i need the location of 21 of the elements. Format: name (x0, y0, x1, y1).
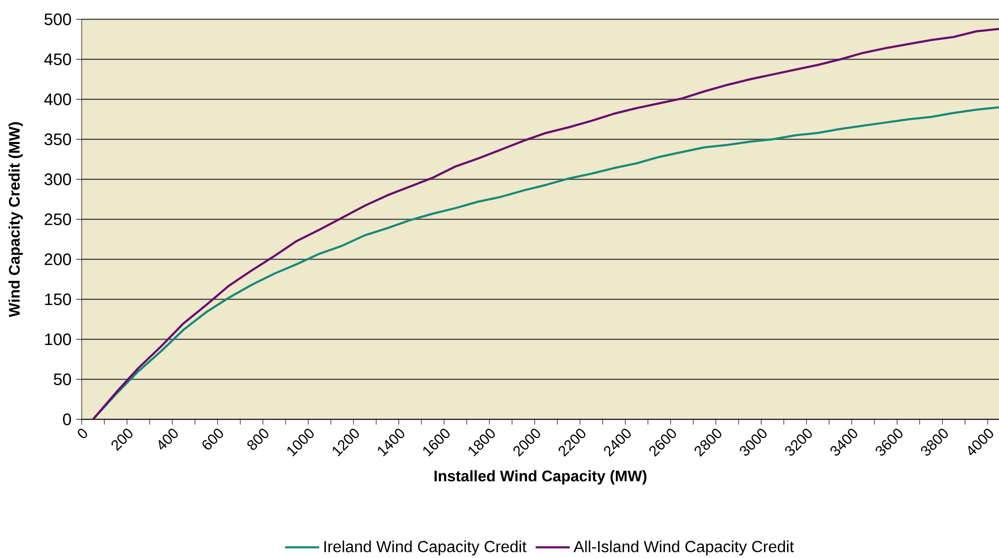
y-tick-label: 150 (45, 293, 71, 306)
legend-label: All-Island Wind Capacity Credit (574, 540, 794, 556)
x-axis-title: Installed Wind Capacity (MW) (434, 470, 646, 484)
x-tick-label: 400 (158, 428, 178, 450)
y-tick-label: 450 (44, 53, 71, 66)
x-tick-label: 600 (202, 428, 224, 450)
y-tick-label: 200 (44, 253, 71, 266)
y-tick-label: 400 (44, 93, 71, 106)
y-tick-label: 0 (63, 413, 72, 426)
y-tick-label: 100 (45, 333, 71, 346)
legend-label: Ireland Wind Capacity Credit (324, 540, 526, 556)
x-tick-label: 800 (247, 428, 268, 450)
y-tick-label: 250 (44, 213, 71, 226)
y-tick-label: 350 (44, 133, 71, 146)
y-tick-label: 500 (44, 13, 71, 26)
y-axis-title: Wind Capacity Credit (MW) (8, 122, 23, 318)
x-tick-label: 0 (78, 428, 88, 438)
line-series (92, 28, 999, 420)
y-tick-label: 50 (54, 373, 72, 386)
y-tick-label: 300 (44, 173, 71, 186)
x-tick-label: 200 (111, 428, 132, 451)
